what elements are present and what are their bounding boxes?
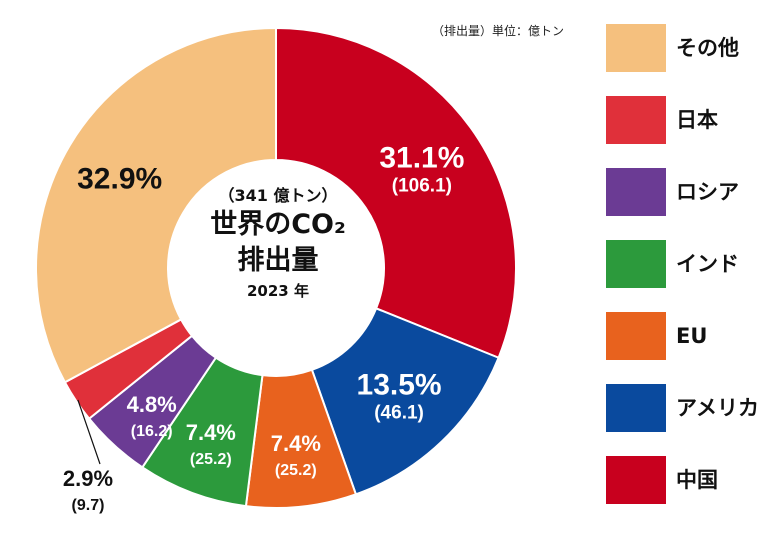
value-label-ロシア: (16.2) [131, 423, 173, 440]
value-label-アメリカ: (46.1) [374, 403, 424, 424]
value-label-中国: (106.1) [392, 176, 452, 197]
percent-label-ロシア: 4.8% [127, 392, 177, 417]
legend-label: EU [676, 324, 708, 348]
legend-swatch [606, 168, 666, 216]
slice-その他 [35, 26, 277, 384]
legend-swatch [606, 384, 666, 432]
slice-中国 [275, 26, 517, 360]
legend-label: アメリカ [676, 396, 759, 420]
legend-swatch [606, 312, 666, 360]
percent-label-アメリカ: 13.5% [357, 369, 442, 402]
chart-title-line1: 世界のCO₂ [210, 209, 346, 240]
legend-swatch [606, 24, 666, 72]
value-label-日本: (9.7) [72, 497, 105, 514]
legend-item-アメリカ: アメリカ [606, 384, 780, 432]
legend-label: ロシア [676, 180, 739, 204]
legend-item-EU: EU [606, 312, 780, 360]
chart-title-line2: 排出量 [237, 245, 319, 276]
slice-アメリカ [310, 307, 500, 496]
legend-label: インド [676, 252, 739, 276]
legend-swatch [606, 456, 666, 504]
leader-line-日本 [77, 399, 101, 465]
value-label-インド: (25.2) [190, 451, 232, 468]
legend-label: その他 [676, 36, 739, 60]
donut-chart: 31.1%(106.1) 13.5%(46.1) 7.4% (25.2) 7.4% (25… [35, 26, 517, 514]
legend-item-ロシア: ロシア [606, 168, 780, 216]
chart-year: 2023 年 [247, 282, 309, 300]
total-emissions: （341 億トン） [218, 186, 338, 205]
percent-label-日本: 2.9% [63, 466, 113, 491]
percent-label-中国: 31.1% [379, 142, 464, 175]
percent-label-その他: 32.9% [77, 162, 162, 195]
percent-label-EU: 7.4% [271, 431, 321, 456]
legend-item-中国: 中国 [606, 456, 780, 504]
legend-swatch [606, 240, 666, 288]
legend-item-インド: インド [606, 240, 780, 288]
legend-label: 中国 [676, 468, 718, 492]
unit-note: （排出量）単位：億トン [432, 24, 565, 38]
legend-label: 日本 [676, 108, 718, 132]
legend-item-日本: 日本 [606, 96, 780, 144]
percent-label-インド: 7.4% [186, 420, 236, 445]
legend-item-その他: その他 [606, 24, 780, 72]
value-label-EU: (25.2) [275, 462, 317, 479]
chart-center-label: （341 億トン） 世界のCO₂ 排出量 2023 年 [190, 185, 366, 303]
legend-swatch [606, 96, 666, 144]
